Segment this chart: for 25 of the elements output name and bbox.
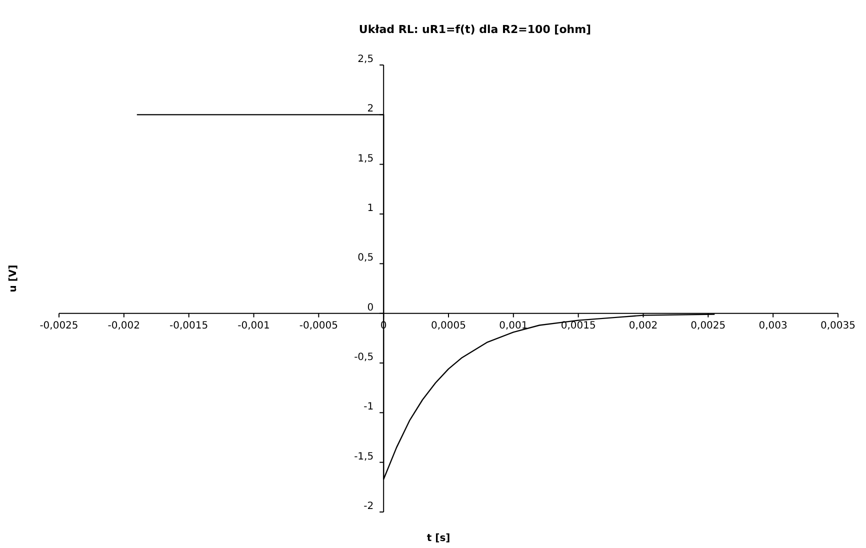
x-tick-label: 0,001 [499, 320, 528, 332]
y-axis-title: u [V] [8, 264, 19, 292]
x-tick-label: -0,001 [238, 320, 270, 332]
chart-title: Układ RL: uR1=f(t) dla R2=100 [ohm] [358, 23, 592, 36]
y-tick-label: 0 [367, 302, 374, 314]
y-tick-label: 2,5 [358, 54, 374, 65]
x-tick-label: -0,0015 [170, 320, 208, 332]
x-tick-label: 0,002 [628, 320, 658, 332]
x-tick-label: -0,0025 [40, 320, 78, 332]
x-axis-title: t [s] [426, 533, 450, 544]
x-tick-label: -0,002 [108, 320, 140, 332]
y-tick-label: -1,5 [354, 451, 374, 462]
y-tick-label: -1 [364, 402, 374, 413]
x-tick-label: 0,003 [758, 320, 788, 332]
x-tick-label: 0,0025 [690, 320, 726, 332]
y-tick-label: 2 [367, 104, 374, 115]
y-tick-label: 1,5 [358, 153, 374, 164]
y-tick-label: -0,5 [354, 352, 374, 363]
y-tick-label: 1 [367, 203, 374, 214]
y-tick-label: -2 [364, 501, 374, 512]
x-tick-label: 0,0035 [820, 320, 856, 332]
x-tick-label: 0,0005 [431, 320, 466, 332]
x-tick-label: -0,0005 [299, 320, 338, 332]
y-tick-label: 0,5 [358, 252, 374, 264]
x-tick-label: 0,0015 [560, 320, 596, 332]
